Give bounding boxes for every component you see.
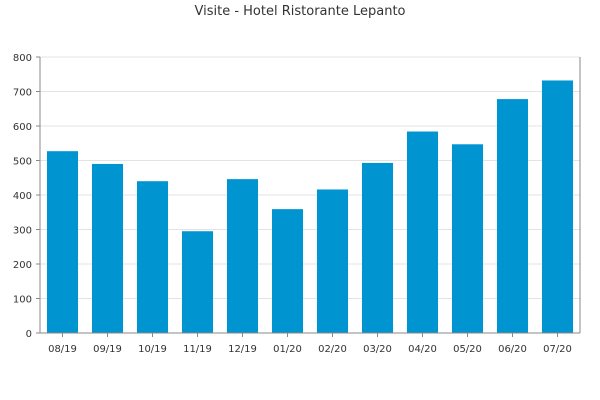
- x-tick-label: 12/19: [228, 344, 257, 355]
- x-tick-label: 06/20: [498, 344, 527, 355]
- y-tick-label: 200: [13, 260, 32, 271]
- y-tick-label: 500: [13, 157, 32, 168]
- y-tick-label: 0: [26, 329, 32, 340]
- bar-04-20: [406, 131, 439, 333]
- bar-01-20: [271, 209, 304, 333]
- x-tick-labels: 08/19 09/19 10/19 11/19 12/19 01/20 02/20 03/20…: [48, 333, 572, 355]
- y-tick-label: 100: [13, 295, 32, 306]
- y-tick-label: 800: [13, 53, 32, 64]
- x-tick-label: 03/20: [363, 344, 392, 355]
- x-tick-label: 11/19: [183, 344, 212, 355]
- x-tick-label: 07/20: [543, 344, 572, 355]
- bar-02-20: [316, 189, 349, 333]
- x-tick-label: 05/20: [453, 344, 482, 355]
- x-tick-label: 09/19: [93, 344, 122, 355]
- y-tick-label: 700: [13, 88, 32, 99]
- y-tick-labels: 0 100 200 300 400 500 600 700 800: [13, 53, 40, 340]
- x-tick-label: 01/20: [273, 344, 302, 355]
- x-tick-label: 04/20: [408, 344, 437, 355]
- bar-10-19: [136, 181, 169, 333]
- x-tick-label: 02/20: [318, 344, 347, 355]
- x-tick-label: 10/19: [138, 344, 167, 355]
- grid-lines: [40, 56, 580, 299]
- y-tick-label: 400: [13, 191, 32, 202]
- bar-12-19: [226, 179, 259, 333]
- y-tick-label: 300: [13, 226, 32, 237]
- bar-06-20: [496, 99, 529, 333]
- bar-09-19: [91, 163, 124, 333]
- x-tick-label: 08/19: [48, 344, 77, 355]
- bar-05-20: [451, 144, 484, 333]
- chart-title: Visite - Hotel Ristorante Lepanto: [194, 4, 406, 19]
- bar-11-19: [181, 231, 214, 333]
- bar-08-19: [46, 151, 79, 333]
- y-tick-label: 600: [13, 122, 32, 133]
- bars: [46, 80, 574, 334]
- bar-07-20: [541, 80, 574, 334]
- bar-03-20: [361, 162, 394, 333]
